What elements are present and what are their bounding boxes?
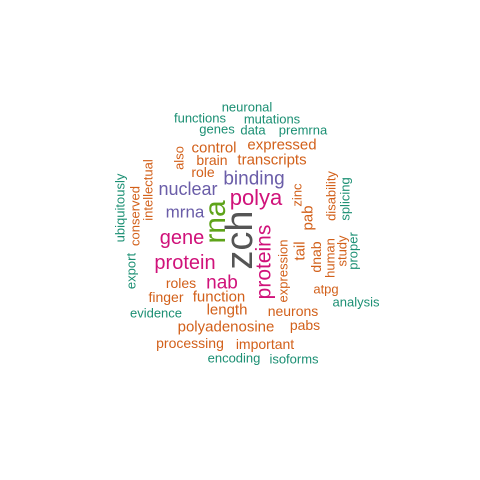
word-zinc: zinc (289, 183, 305, 207)
word-data: data (240, 122, 266, 138)
word-mutations: mutations (243, 111, 301, 127)
word-roles: roles (165, 275, 197, 291)
word-rna: rna (199, 200, 232, 244)
word-neurons: neurons (267, 303, 319, 319)
word-ubiquitously: ubiquitously (112, 173, 128, 243)
word-also: also (171, 146, 187, 170)
word-function: function (192, 288, 246, 306)
word-proper: proper (345, 232, 361, 270)
word-proteins: proteins (252, 224, 276, 300)
word-mrna: mrna (165, 202, 205, 222)
word-splicing: splicing (337, 177, 353, 221)
word-evidence: evidence (129, 305, 183, 321)
word-binding: binding (223, 168, 285, 190)
word-brain: brain (196, 152, 228, 168)
word-finger: finger (148, 289, 184, 305)
word-nab: nab (206, 272, 238, 294)
word-length: length (206, 301, 248, 319)
word-atpg: atpg (313, 281, 339, 297)
word-gene: gene (159, 227, 205, 249)
word-tail: tail (291, 241, 309, 261)
word-export: export (123, 252, 139, 290)
word-intellectual: intellectual (140, 159, 156, 221)
word-important: important (235, 336, 295, 352)
word-expressed: expressed (247, 136, 317, 154)
word-neuronal: neuronal (221, 99, 273, 115)
word-nuclear: nuclear (158, 179, 218, 199)
word-protein: protein (154, 252, 216, 274)
word-pabs: pabs (289, 317, 321, 333)
word-genes: genes (199, 121, 235, 137)
word-analysis: analysis (332, 294, 380, 310)
word-premrna: premrna (278, 122, 328, 138)
word-expression: expression (275, 239, 291, 303)
word-encoding: encoding (207, 350, 261, 366)
word-disability: disability (323, 171, 339, 221)
word-isoforms: isoforms (269, 351, 319, 367)
word-polya: polya (229, 185, 283, 210)
word-transcripts: transcripts (237, 151, 307, 169)
word-role: role (191, 164, 215, 180)
word-processing: processing (156, 335, 224, 351)
word-control: control (191, 139, 237, 157)
word-functions: functions (173, 110, 227, 126)
word-polyadenosine: polyadenosine (177, 318, 275, 336)
word-pab: pab (299, 205, 317, 231)
word-dnab: dnab (308, 241, 324, 273)
